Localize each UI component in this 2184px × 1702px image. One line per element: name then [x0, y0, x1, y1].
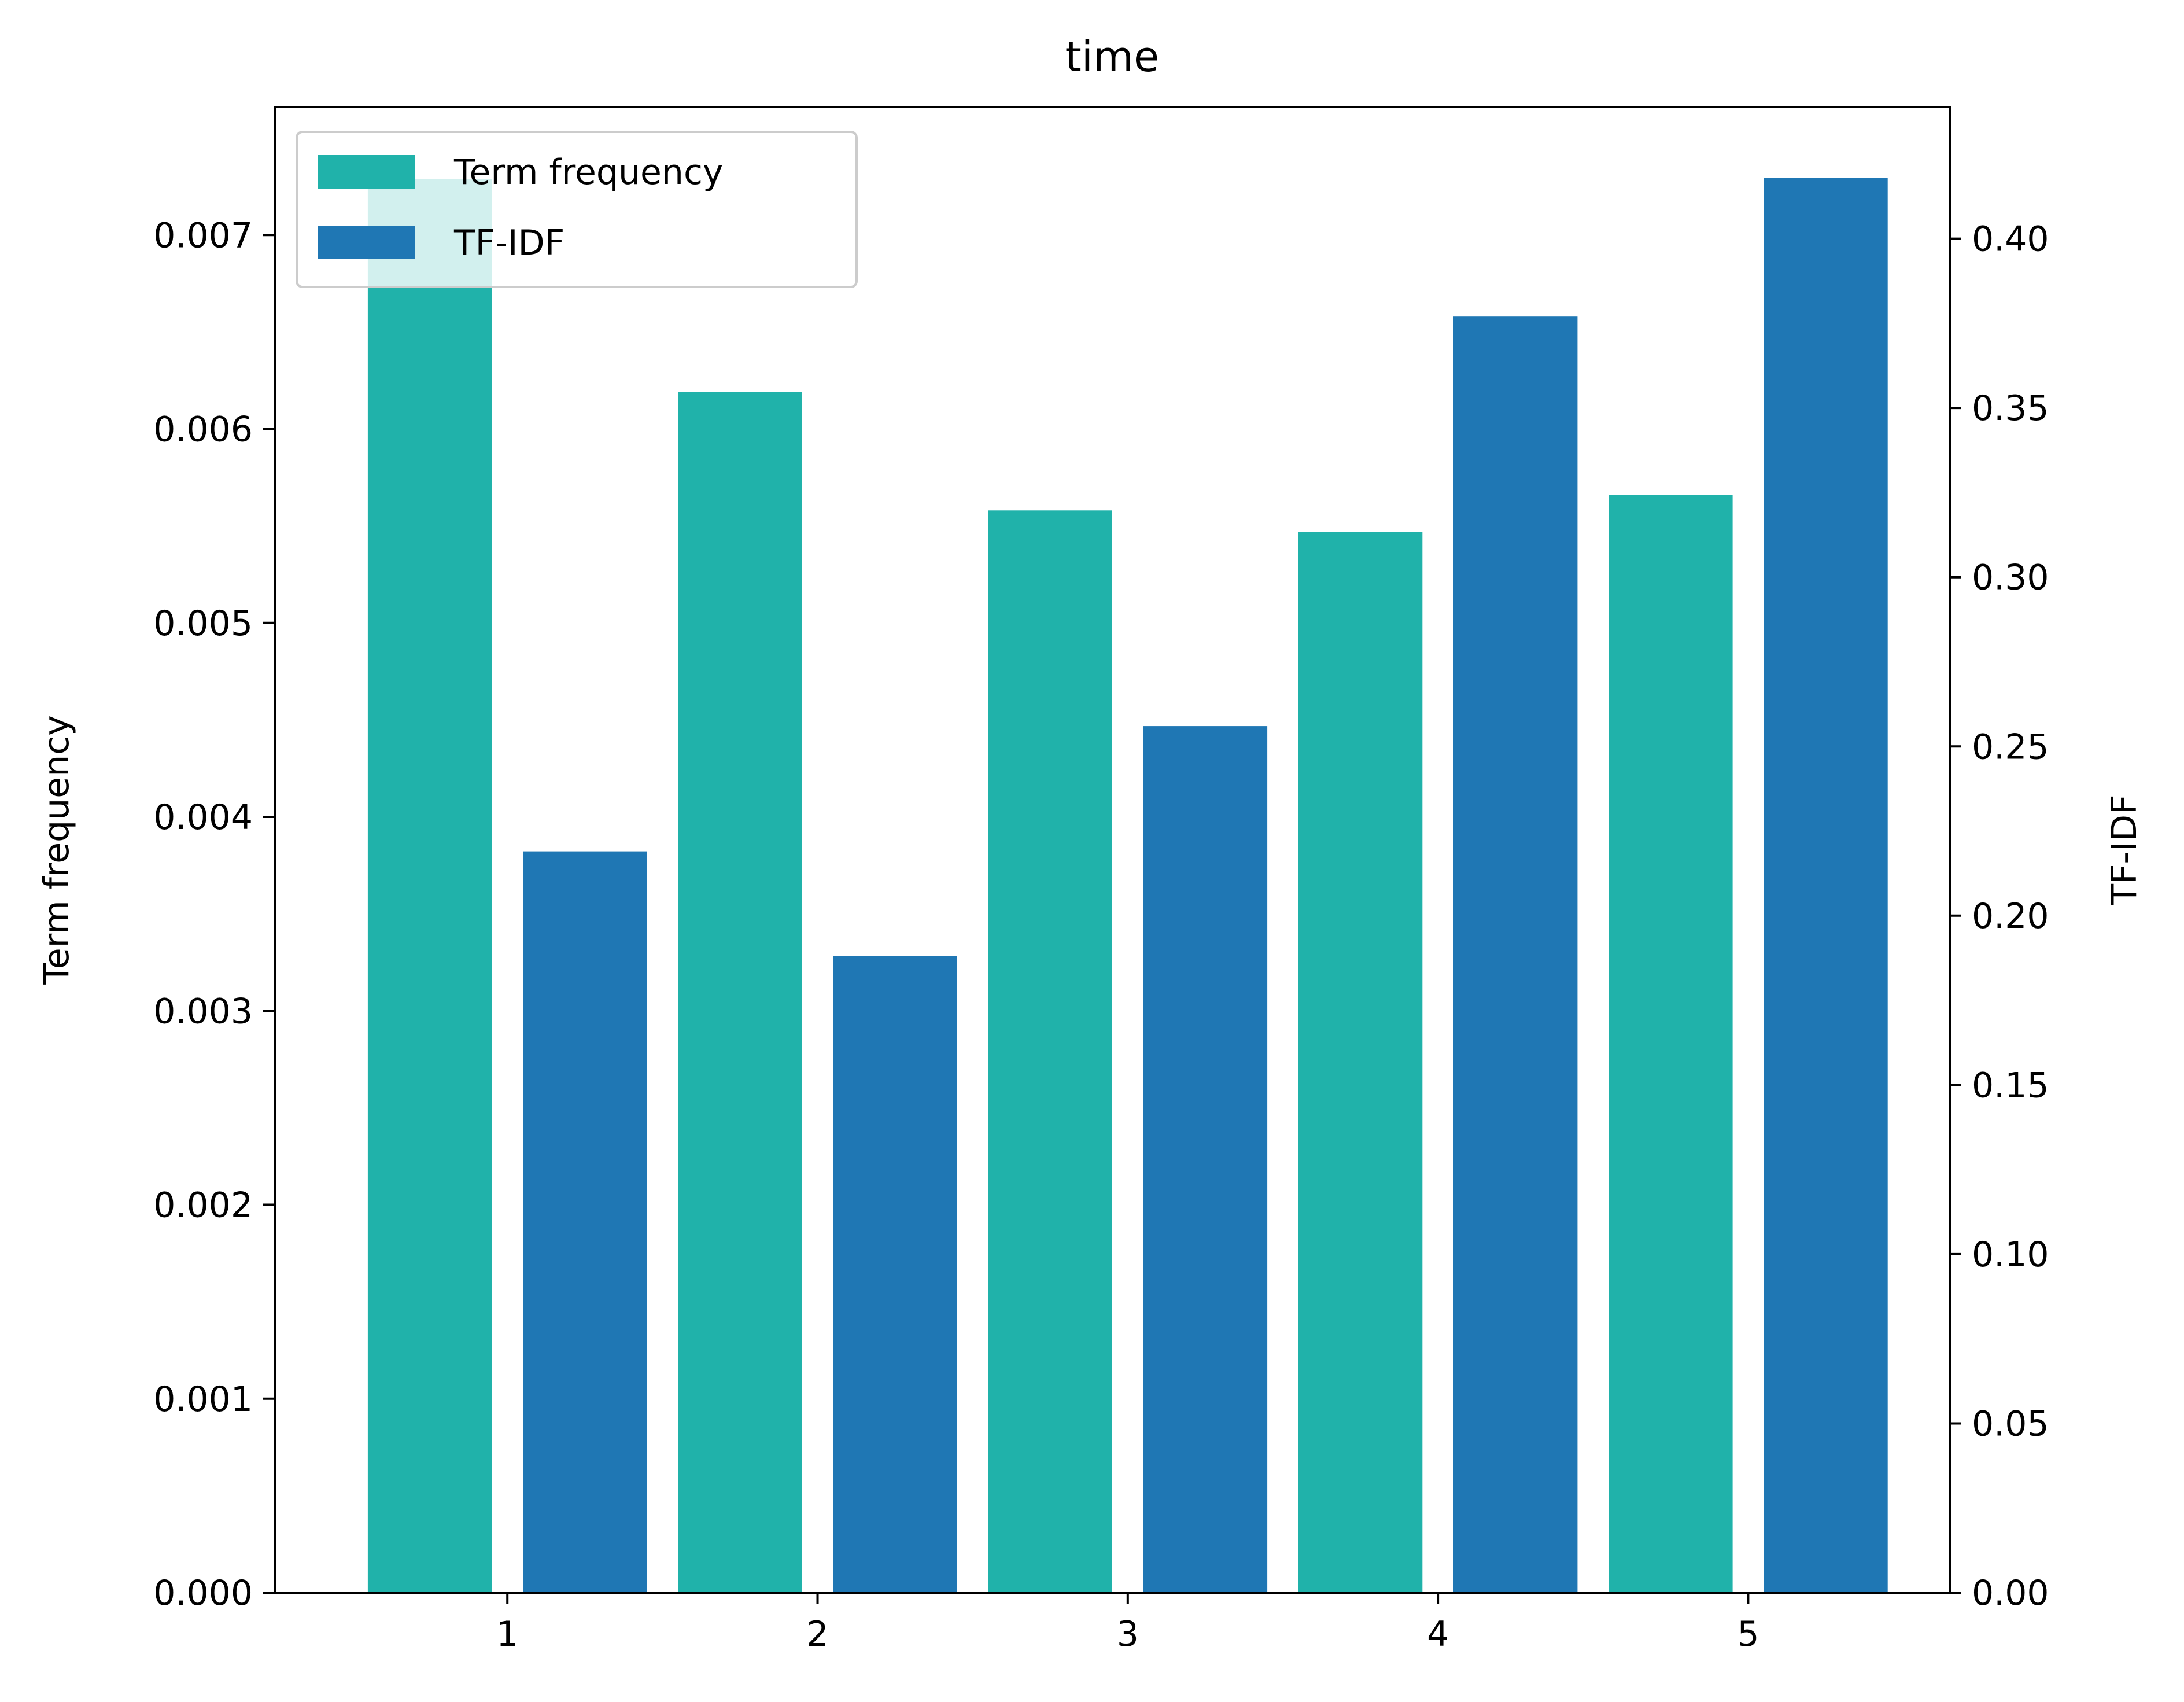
chart-title: time: [1065, 32, 1160, 81]
y-axis-left: 0.000 0.001 0.002 0.003 0.004 0.005 0.006 0.007: [153, 215, 275, 1613]
y-right-tick-label: 0.00: [1972, 1573, 2049, 1613]
legend-label-term-frequency: Term frequency: [453, 152, 723, 193]
y-left-tick-label: 0.001: [153, 1379, 253, 1420]
bars-layer: [367, 178, 1888, 1593]
y-right-tick-label: 0.40: [1972, 219, 2049, 260]
y-right-tick-label: 0.35: [1972, 388, 2049, 429]
y-left-tick-label: 0.007: [153, 215, 253, 256]
bar-term-frequency-5: [1609, 495, 1733, 1593]
y-axis-right-label: TF-IDF: [2104, 794, 2145, 905]
bar-tf-idf-5: [1764, 178, 1888, 1593]
y-axis-left-label: Term frequency: [36, 715, 77, 985]
x-axis: 1 2 3 4 5: [496, 1593, 1759, 1655]
y-right-tick-label: 0.10: [1972, 1235, 2049, 1275]
plot-frame: [274, 106, 1951, 1594]
x-tick-label: 1: [496, 1614, 518, 1655]
y-left-tick-label: 0.002: [153, 1185, 253, 1226]
legend: Term frequency TF-IDF: [296, 131, 858, 288]
y-left-tick-label: 0.003: [153, 991, 253, 1031]
x-tick-label: 2: [806, 1614, 828, 1655]
y-right-tick-label: 0.30: [1972, 558, 2049, 598]
y-right-tick-label: 0.15: [1972, 1065, 2049, 1106]
legend-label-tf-idf: TF-IDF: [453, 223, 565, 263]
x-tick-label: 3: [1117, 1614, 1139, 1655]
y-right-tick-label: 0.20: [1972, 896, 2049, 937]
x-tick-label: 4: [1427, 1614, 1449, 1655]
legend-swatch-term-frequency: [318, 155, 415, 189]
legend-box: [296, 131, 858, 288]
bar-term-frequency-2: [678, 392, 802, 1593]
y-left-tick-label: 0.000: [153, 1573, 253, 1613]
bar-tf-idf-2: [833, 956, 957, 1593]
bar-tf-idf-3: [1143, 726, 1268, 1593]
x-tick-label: 5: [1737, 1614, 1759, 1655]
y-left-tick-label: 0.004: [153, 797, 253, 838]
y-axis-right: 0.00 0.05 0.10 0.15 0.20 0.25 0.30 0.35 0.40: [1950, 219, 2049, 1613]
legend-swatch-tf-idf: [318, 226, 415, 259]
bar-term-frequency-3: [988, 510, 1112, 1593]
bar-term-frequency-1: [367, 179, 492, 1593]
y-left-tick-label: 0.005: [153, 603, 253, 644]
y-left-tick-label: 0.006: [153, 410, 253, 450]
bar-term-frequency-4: [1298, 532, 1423, 1593]
bar-tf-idf-4: [1453, 316, 1578, 1593]
y-right-tick-label: 0.25: [1972, 727, 2049, 767]
bar-tf-idf-1: [523, 851, 647, 1593]
y-right-tick-label: 0.05: [1972, 1403, 2049, 1444]
